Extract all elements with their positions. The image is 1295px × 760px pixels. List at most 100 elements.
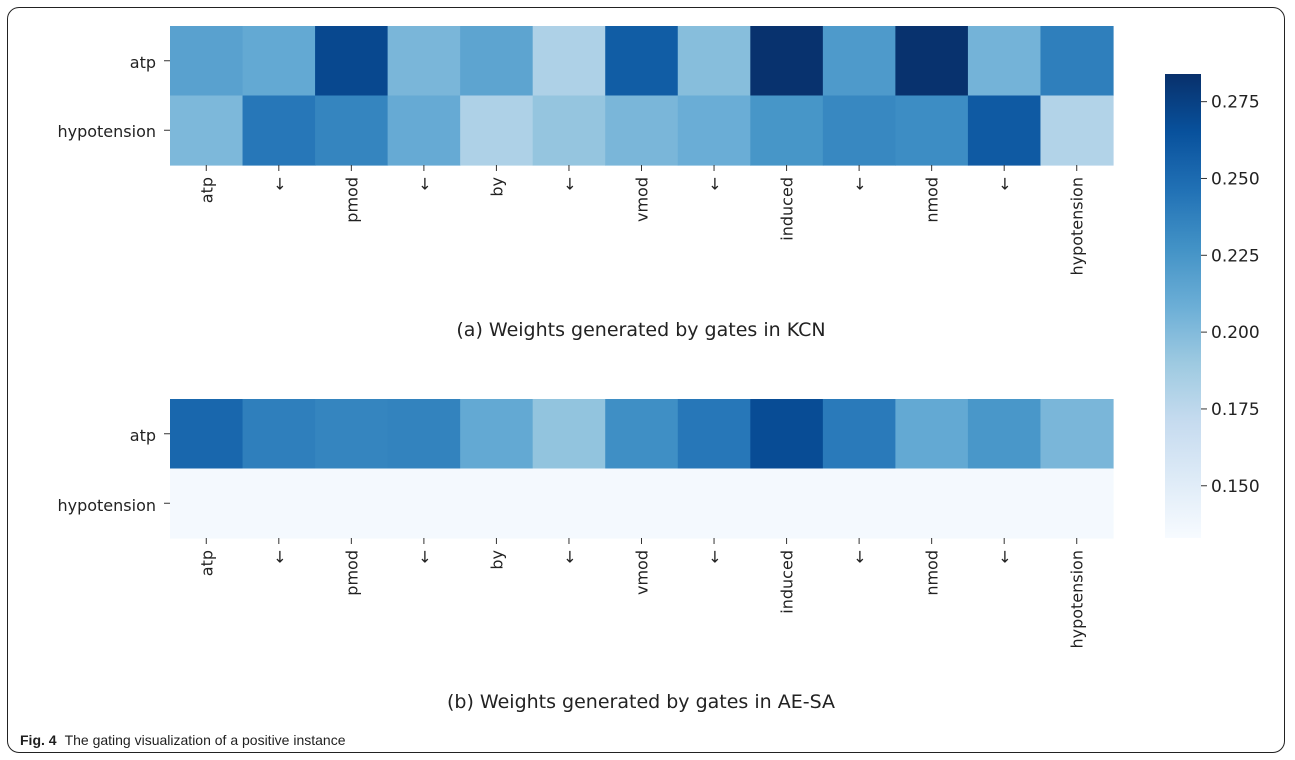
heatmap-kcn: atp hypotension atp ← pmod ← by ← vmod ← induced… (57, 26, 1114, 341)
column-label: atp (197, 177, 216, 203)
heatmap-cell (967, 26, 1042, 97)
row-label: hypotension (57, 496, 156, 515)
colorbar-tick-label: 0.250 (1211, 169, 1260, 189)
column-label: atp (197, 550, 216, 576)
heatmap-cell (170, 26, 244, 97)
heatmap-cell (460, 26, 534, 97)
heatmap-kcn-column-labels: atp ← pmod ← by ← vmod ← induced ← nmod ← hypotensio… (197, 165, 1087, 276)
heatmap-cell (170, 468, 244, 539)
row-label: hypotension (57, 122, 156, 141)
heatmap-cell (822, 399, 896, 470)
heatmap-kcn-row-labels: atp hypotension (57, 53, 156, 141)
heatmap-cell (460, 95, 534, 166)
heatmap-cell (532, 95, 606, 166)
column-label: ← (415, 550, 434, 563)
heatmap-cell (895, 26, 969, 97)
column-label: vmod (633, 177, 652, 222)
column-label: hypotension (1068, 177, 1087, 276)
heatmap-kcn-cells (164, 26, 1114, 166)
colorbar-ticks: 0.150 0.175 0.200 0.225 0.250 0.275 (1201, 93, 1260, 497)
heatmap-cell (387, 399, 461, 470)
heatmap-cell (315, 468, 389, 539)
colorbar-tick-label: 0.175 (1211, 400, 1260, 420)
heatmap-cell (1040, 399, 1114, 470)
column-label: ← (560, 177, 579, 190)
heatmap-aesa-cells (164, 399, 1114, 539)
heatmap-cell (605, 399, 679, 470)
heatmap-aesa-column-labels: atp ← pmod ← by ← vmod ← induced ← nmod ← hypotensio… (197, 538, 1087, 649)
heatmap-cell (895, 95, 969, 166)
subcaption-aesa: (b) Weights generated by gates in AE-SA (447, 691, 835, 713)
heatmap-cell (387, 468, 461, 539)
column-label: ← (705, 550, 724, 563)
column-label: by (487, 550, 506, 570)
figure-caption: Fig. 4 The gating visualization of a posi… (20, 732, 346, 748)
column-label: hypotension (1068, 550, 1087, 649)
heatmap-cell (315, 95, 389, 166)
heatmap-cell (1040, 26, 1114, 97)
heatmap-cell (822, 95, 896, 166)
heatmap-cell (822, 26, 896, 97)
heatmap-cell (967, 399, 1042, 470)
colorbar-gradient (1165, 74, 1201, 538)
caption-label: Fig. 4 (20, 732, 57, 748)
heatmap-cell (605, 95, 679, 166)
heatmap-cell (532, 468, 606, 539)
column-label: ← (995, 550, 1014, 563)
colorbar: 0.150 0.175 0.200 0.225 0.250 0.275 (1165, 74, 1260, 538)
colorbar-tick-label: 0.200 (1211, 323, 1260, 343)
colorbar-tick-label: 0.225 (1211, 246, 1260, 266)
heatmap-cell (1040, 468, 1114, 539)
column-label: ← (270, 177, 289, 190)
heatmap-cell (242, 95, 316, 166)
heatmap-cell (895, 399, 969, 470)
row-label: atp (130, 426, 156, 445)
heatmap-cell (460, 399, 534, 470)
column-label: by (487, 177, 506, 197)
heatmap-cell (677, 95, 751, 166)
heatmap-cell (170, 95, 244, 166)
heatmap-cell (532, 399, 606, 470)
colorbar-tick-label: 0.150 (1211, 477, 1260, 497)
column-label: induced (778, 550, 797, 614)
heatmap-cell (677, 468, 751, 539)
column-label: nmod (923, 550, 942, 596)
heatmap-cell (242, 26, 316, 97)
heatmap-cell (750, 95, 824, 166)
column-label: ← (560, 550, 579, 563)
column-label: ← (705, 177, 724, 190)
column-label: ← (850, 177, 869, 190)
column-label: ← (415, 177, 434, 190)
column-label: ← (995, 177, 1014, 190)
heatmap-cell (315, 399, 389, 470)
heatmap-cell (460, 468, 534, 539)
heatmap-cell (895, 468, 969, 539)
heatmap-cell (387, 26, 461, 97)
heatmap-cell (967, 468, 1042, 539)
heatmap-cell (1040, 95, 1114, 166)
column-label: ← (270, 550, 289, 563)
column-label: pmod (342, 177, 361, 223)
heatmap-cell (750, 399, 824, 470)
heatmap-cell (170, 399, 244, 470)
heatmap-cell (677, 26, 751, 97)
column-label: vmod (633, 550, 652, 595)
heatmap-cell (677, 399, 751, 470)
column-label: induced (778, 177, 797, 241)
heatmap-cell (967, 95, 1042, 166)
heatmap-cell (387, 95, 461, 166)
heatmap-cell (242, 399, 316, 470)
colorbar-tick-label: 0.275 (1211, 93, 1260, 113)
column-label: nmod (923, 177, 942, 223)
row-label: atp (130, 53, 156, 72)
caption-text: The gating visualization of a positive i… (64, 732, 346, 748)
heatmap-cell (242, 468, 316, 539)
subcaption-kcn: (a) Weights generated by gates in KCN (456, 319, 825, 341)
heatmap-cell (750, 26, 824, 97)
heatmap-cell (822, 468, 896, 539)
column-label: ← (850, 550, 869, 563)
column-label: pmod (342, 550, 361, 596)
heatmap-cell (315, 26, 389, 97)
heatmap-aesa: atp hypotension atp ← pmod ← by ← vmod ← induced… (57, 399, 1114, 713)
